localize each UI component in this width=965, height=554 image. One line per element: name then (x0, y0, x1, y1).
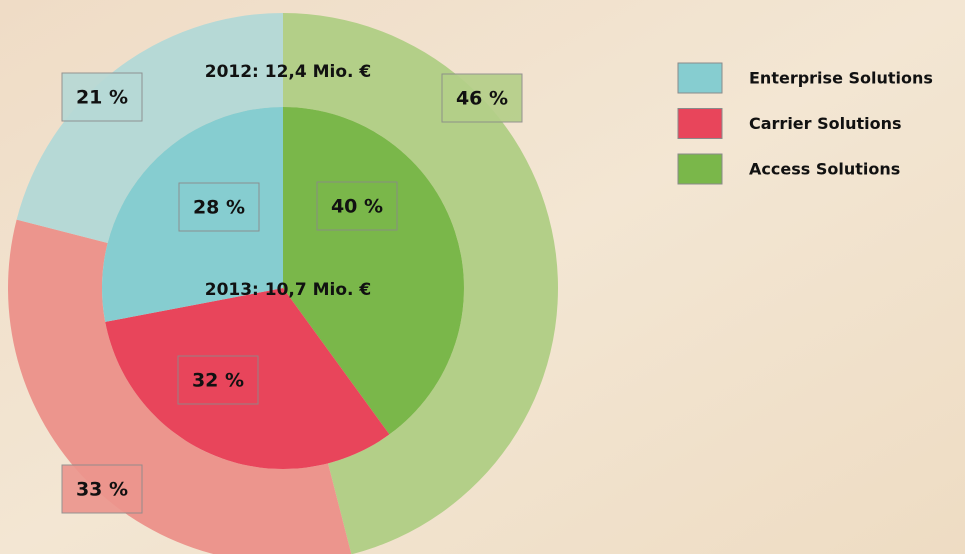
legend-swatch (677, 62, 723, 94)
legend-swatch (677, 108, 723, 139)
data-label: 32 % (192, 370, 244, 392)
label-box (178, 182, 260, 232)
pie-slice (283, 13, 558, 554)
data-label: 33 % (76, 479, 128, 501)
label-box (177, 355, 259, 405)
legend-label: Access Solutions (749, 160, 900, 179)
label-box (61, 464, 143, 514)
labels: 46 % 33 % 21 % 2012: 12,4 Mio. € 40 % 32 % 28 … (61, 62, 523, 514)
label-box (316, 181, 398, 231)
legend-swatch (677, 153, 723, 185)
data-label: 46 % (456, 88, 508, 110)
data-label: 21 % (76, 87, 128, 109)
series-title: 2012: 12,4 Mio. € (205, 62, 372, 82)
legend-label: Carrier Solutions (749, 114, 902, 133)
label-box (441, 73, 523, 123)
data-label: 28 % (193, 197, 245, 219)
pie-slice (16, 13, 284, 243)
legend-label: Enterprise Solutions (749, 69, 933, 88)
series-title: 2013: 10,7 Mio. € (205, 280, 372, 300)
label-box (61, 72, 143, 122)
data-label: 40 % (331, 196, 383, 218)
